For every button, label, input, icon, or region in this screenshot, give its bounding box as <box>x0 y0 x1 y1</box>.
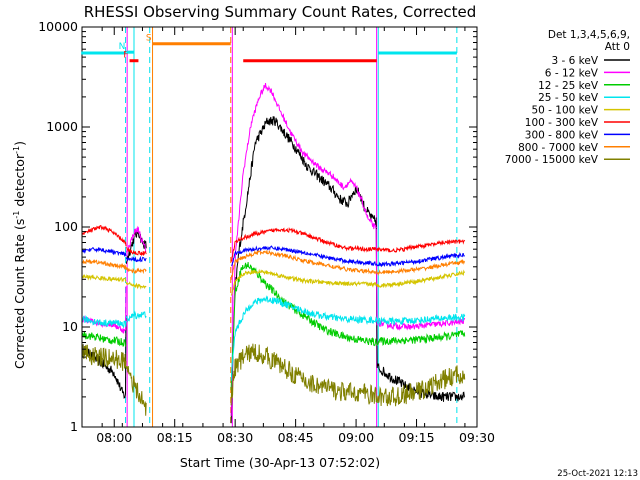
legend-entry-label: 25 - 50 keV <box>538 92 599 104</box>
y-axis-label-main: Corrected Count Rate (s <box>12 219 27 369</box>
series-line-segment <box>231 245 377 266</box>
x-tick-label: 09:30 <box>459 430 495 445</box>
series-line-segment <box>125 255 147 263</box>
plot-area <box>82 27 466 427</box>
series-line-segment <box>82 331 126 347</box>
series-100-300-kev <box>82 225 466 262</box>
legend-entry-label: 100 - 300 keV <box>525 117 599 129</box>
x-tick-label: 08:30 <box>217 430 253 445</box>
series-line-segment <box>375 252 466 268</box>
series-6-12-kev <box>82 83 466 416</box>
series-line-segment <box>125 310 147 323</box>
chart-title: RHESSI Observing Summary Count Rates, Co… <box>84 3 477 21</box>
x-tick-label: 08:15 <box>157 430 193 445</box>
series-line-segment <box>230 343 377 406</box>
series-line-segment <box>82 225 127 247</box>
legend-entry-label: 50 - 100 keV <box>531 105 598 117</box>
x-tick-label: 08:00 <box>96 430 132 445</box>
series-line-segment <box>375 229 466 331</box>
series-line-segment <box>82 258 127 270</box>
y-axis-label-mid: detector <box>12 153 27 211</box>
series-line-segment <box>375 259 466 276</box>
series-line-segment <box>82 315 127 328</box>
series-line-segment <box>230 227 377 262</box>
series-7000-15000-kev <box>82 343 466 416</box>
legend-entry-label: 300 - 800 keV <box>525 129 599 141</box>
series-line-segment <box>375 330 466 346</box>
x-tick-label: 09:00 <box>338 430 374 445</box>
legend-entry-label: 6 - 12 keV <box>545 67 599 79</box>
legend-entry-label: 800 - 7000 keV <box>518 142 599 154</box>
series-800-7000-kev <box>82 250 466 281</box>
y-tick-label: 1 <box>70 419 78 434</box>
series-line-segment <box>126 246 147 257</box>
svg-text:Corrected Count Rate (s-1 dete: Corrected Count Rate (s-1 detector-1) <box>12 141 27 369</box>
flag-label: F <box>123 51 128 61</box>
series-line-segment <box>375 313 466 326</box>
series-line-segment <box>375 239 466 253</box>
series-line-segment <box>125 225 147 253</box>
series-line-segment <box>125 227 147 264</box>
series-line-segment <box>82 344 127 371</box>
footer-date-stamp: 25-Oct-2021 12:13 <box>557 469 638 479</box>
series-line-segment <box>230 250 377 281</box>
legend-header-attenuator: Att 0 <box>605 41 630 53</box>
series-line-segment <box>125 281 147 290</box>
legend-entry-label: 7000 - 15000 keV <box>505 154 599 166</box>
series-50-100-kev <box>82 268 466 296</box>
legend-header-detectors: Det 1,3,4,5,6,9, <box>548 29 630 41</box>
series-line-segment <box>125 266 147 275</box>
x-axis-label: Start Time (30-Apr-13 07:52:02) <box>180 455 380 470</box>
y-tick-label: 100 <box>54 219 78 234</box>
series-line-segment <box>230 295 377 381</box>
series-line-segment <box>230 83 377 416</box>
y-tick-label: 10 <box>62 319 78 334</box>
series-line-segment <box>376 269 466 289</box>
x-tick-label: 08:45 <box>278 430 314 445</box>
series-line-segment <box>230 115 377 424</box>
y-axis-label-end: ) <box>12 141 27 146</box>
y-tick-label: 1000 <box>46 119 78 134</box>
flag-label: S <box>146 34 152 44</box>
legend-entry-label: 12 - 25 keV <box>538 80 599 92</box>
y-axis-label-sup1: -1 <box>12 211 21 219</box>
series-line-segment <box>375 365 466 407</box>
y-tick-label: 10000 <box>38 19 78 34</box>
series-line-segment <box>82 246 127 258</box>
series-25-50-kev <box>82 295 466 381</box>
series-300-800-kev <box>82 245 466 268</box>
flag-bars: FN S <box>81 34 457 63</box>
series-line-segment <box>230 268 377 296</box>
series-line-segment <box>82 274 127 283</box>
axis-ticks: 08:00 08:15 08:30 08:45 09:00 09:15 09:30 1 10 10… <box>38 19 495 445</box>
x-tick-label: 09:15 <box>399 430 435 445</box>
y-axis-label: Corrected Count Rate (s-1 detector-1) <box>12 141 27 369</box>
series-line-segment <box>125 365 147 416</box>
flag-label: N <box>119 42 126 52</box>
legend-entry-label: 3 - 6 keV <box>551 55 598 67</box>
y-axis-label-sup2: -1 <box>12 146 21 154</box>
